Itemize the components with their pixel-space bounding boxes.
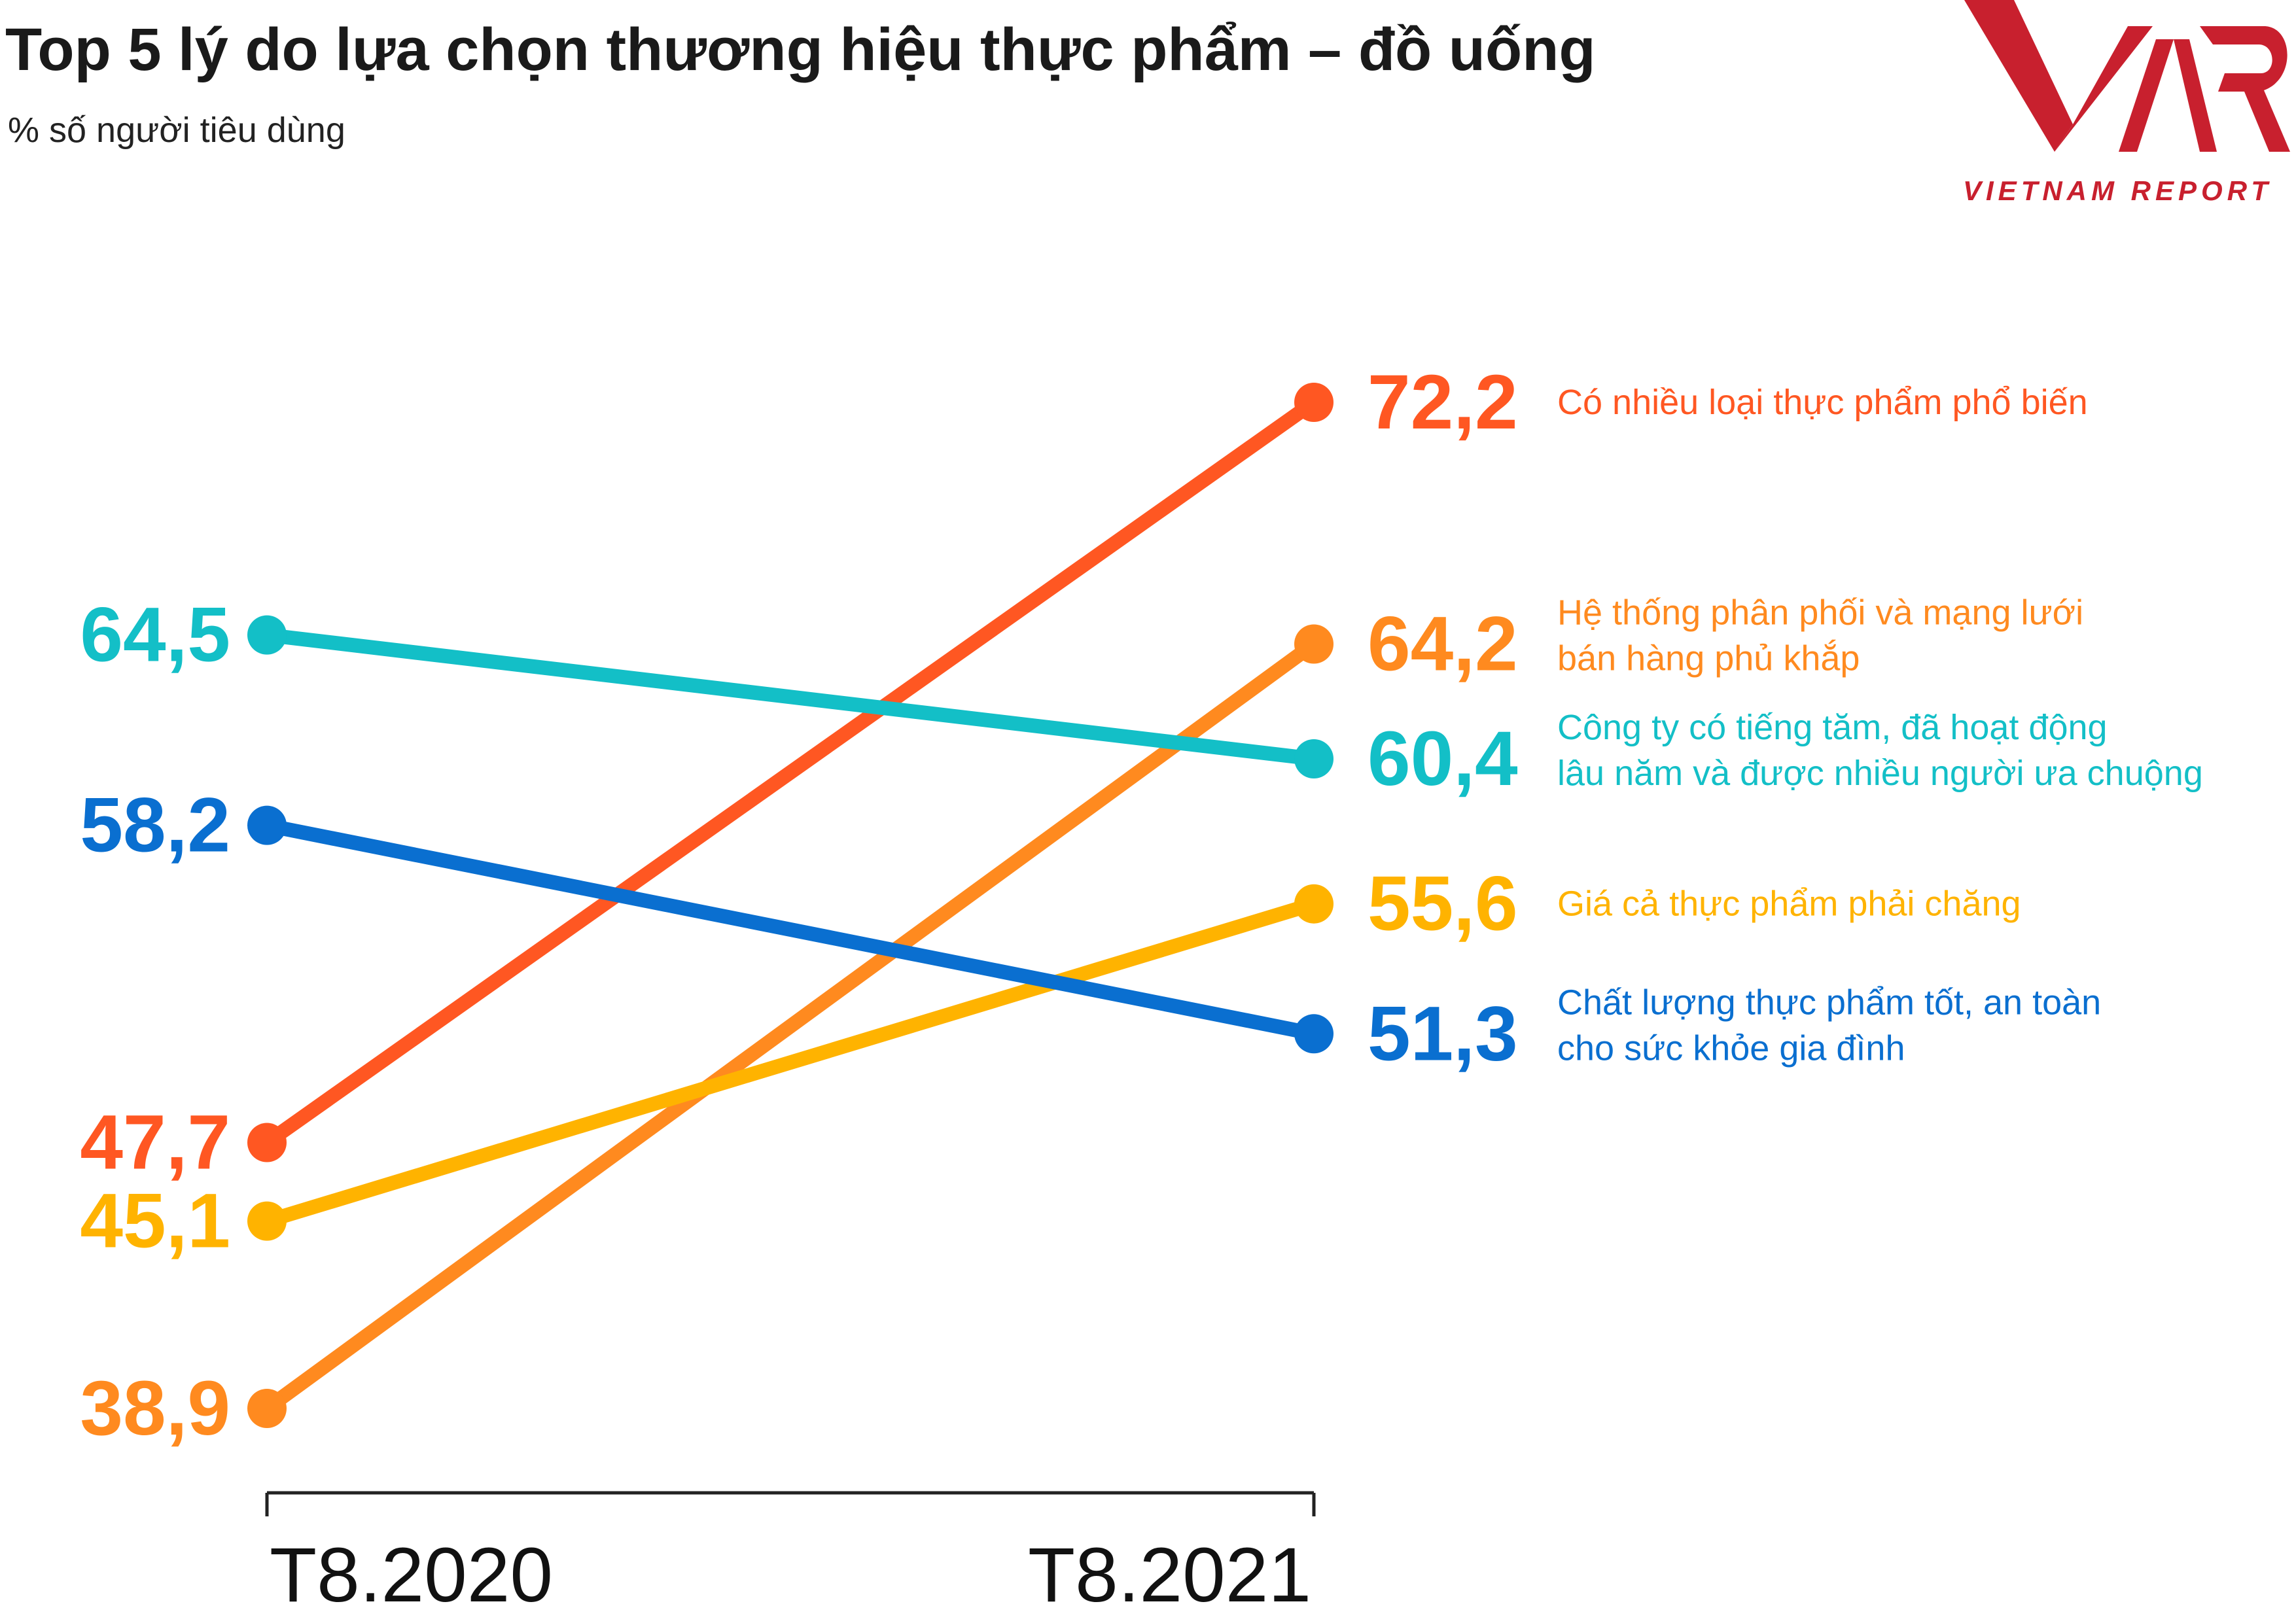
value-label-2021-he-thong-phan-phoi-va-mang-luoi-ban-hang: 64,2 <box>1368 601 1518 687</box>
logo-text: VIETNAM REPORT <box>1963 175 2272 206</box>
series-layer: 47,7 72,2 Có nhiều loại thực phẩm phổ biến… <box>80 359 2203 1452</box>
series-line-cong-ty-co-tieng-tam-da-hoat-dong-lau-na <box>260 627 1321 766</box>
series-line-co-nhieu-loai-thuc-pham-pho-bien <box>260 395 1321 1150</box>
series-point-2021-cong-ty-co-tieng-tam-da-hoat-dong-lau-na <box>1294 739 1333 778</box>
chart-subtitle: % số người tiêu dùng <box>8 111 345 150</box>
series-line-chat-luong-thuc-pham-tot-an-toan-cho-suc <box>260 818 1321 1041</box>
series-name-cong-ty-co-tieng-tam-da-hoat-dong-lau-na: Công ty có tiếng tăm, đã hoạt động lâu nă… <box>1557 708 2203 793</box>
x-axis: T8.2020 T8.2021 <box>265 1491 1316 1618</box>
series-point-2021-chat-luong-thuc-pham-tot-an-toan-cho-suc <box>1294 1014 1333 1054</box>
value-label-2021-gia-ca-thuc-pham-phai-chang: 55,6 <box>1368 861 1518 947</box>
series-point-2020-chat-luong-thuc-pham-tot-an-toan-cho-suc <box>247 805 287 845</box>
series-name-he-thong-phan-phoi-va-mang-luoi-ban-hang: Hệ thống phân phối và mạng lưới bán hàng … <box>1557 593 2083 678</box>
vnr-logo-mark <box>1964 0 2290 152</box>
series-point-2020-cong-ty-co-tieng-tam-da-hoat-dong-lau-na <box>247 615 287 655</box>
series-point-2020-gia-ca-thuc-pham-phai-chang <box>247 1201 287 1241</box>
value-label-2020-gia-ca-thuc-pham-phai-chang: 45,1 <box>80 1178 230 1265</box>
series-point-2020-he-thong-phan-phoi-va-mang-luoi-ban-hang <box>247 1389 287 1428</box>
series-point-2021-he-thong-phan-phoi-va-mang-luoi-ban-hang <box>1294 624 1333 664</box>
value-label-2020-cong-ty-co-tieng-tam-da-hoat-dong-lau-na: 64,5 <box>80 592 230 678</box>
value-label-2020-he-thong-phan-phoi-va-mang-luoi-ban-hang: 38,9 <box>80 1365 230 1452</box>
value-label-2021-cong-ty-co-tieng-tam-da-hoat-dong-lau-na: 60,4 <box>1368 716 1518 802</box>
chart-title: Top 5 lý do lựa chọn thương hiệu thực ph… <box>5 16 1596 83</box>
x-tick-label-t8-2021: T8.2021 <box>1028 1532 1311 1618</box>
series-point-2021-co-nhieu-loai-thuc-pham-pho-bien <box>1294 383 1333 422</box>
series-name-co-nhieu-loai-thuc-pham-pho-bien: Có nhiều loại thực phẩm phổ biến <box>1557 383 2088 422</box>
x-tick-label-t8-2020: T8.2020 <box>270 1532 553 1618</box>
series-line-he-thong-phan-phoi-va-mang-luoi-ban-hang <box>260 637 1321 1416</box>
value-label-2021-co-nhieu-loai-thuc-pham-pho-bien: 72,2 <box>1368 359 1518 445</box>
series-name-chat-luong-thuc-pham-tot-an-toan-cho-suc: Chất lượng thực phẩm tốt, an toàn cho sức… <box>1557 983 2101 1068</box>
value-label-2020-chat-luong-thuc-pham-tot-an-toan-cho-suc: 58,2 <box>80 782 230 869</box>
series-point-2020-co-nhieu-loai-thuc-pham-pho-bien <box>247 1123 287 1162</box>
series-line-gia-ca-thuc-pham-phai-chang <box>260 896 1321 1229</box>
value-label-2020-co-nhieu-loai-thuc-pham-pho-bien: 47,7 <box>80 1100 230 1186</box>
series-point-2021-gia-ca-thuc-pham-phai-chang <box>1294 884 1333 924</box>
series-name-gia-ca-thuc-pham-phai-chang: Giá cả thực phẩm phải chăng <box>1557 884 2021 924</box>
value-label-2021-chat-luong-thuc-pham-tot-an-toan-cho-suc: 51,3 <box>1368 990 1518 1077</box>
